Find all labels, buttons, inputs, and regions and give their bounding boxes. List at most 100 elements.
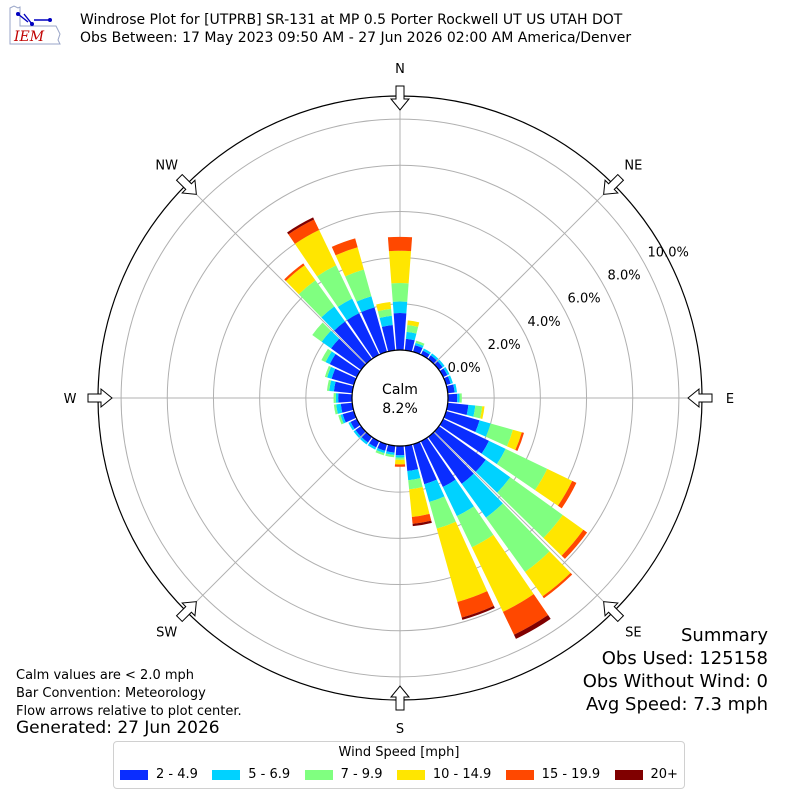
legend-swatch: [212, 769, 241, 780]
calm-value: 8.2%: [382, 401, 418, 417]
chart-subtitle: Obs Between: 17 May 2023 09:50 AM - 27 J…: [80, 30, 632, 46]
windrose-bar-segment: [407, 469, 421, 481]
windrose-bar-segment: [459, 393, 462, 403]
windrose-bar-segment: [414, 342, 424, 348]
note-bar-convention: Bar Convention: Meteorology: [16, 686, 206, 701]
windrose-bar-segment: [409, 487, 430, 517]
windrose-bar-segment: [461, 473, 503, 518]
windrose-bar-segment: [287, 217, 315, 235]
flow-arrow-icon: [687, 387, 713, 409]
windrose-bar-segment: [434, 361, 443, 370]
legend-swatch: [614, 769, 643, 780]
windrose-bar-segment: [446, 384, 455, 394]
windrose-bar-segment: [391, 283, 409, 302]
windrose-bar-segment: [439, 418, 490, 454]
windrose-bar-segment: [333, 381, 354, 394]
windrose-bar-segment: [457, 591, 494, 618]
legend-label: 7 - 9.9: [340, 767, 383, 782]
windrose-bar-segment: [348, 421, 355, 431]
legend-item: 5 - 6.9: [212, 767, 290, 782]
windrose-bar-segment: [412, 441, 437, 485]
flow-arrow-icon: [87, 387, 113, 409]
windrose-bar-segment: [361, 307, 388, 355]
windrose-bar-segment: [430, 353, 439, 361]
windrose-bar-segment: [408, 478, 423, 490]
windrose-bar-segment: [326, 379, 332, 391]
windrose-bar-segment: [453, 383, 457, 393]
radial-tick-label: 0.0%: [448, 361, 481, 376]
windrose-bar-segment: [485, 503, 550, 572]
windrose-bar-segment: [337, 298, 360, 321]
windrose-bar-segment: [420, 350, 430, 359]
windrose-bar-segment: [336, 403, 343, 414]
windrose-bar-segment: [346, 313, 380, 359]
windrose-bar-segment: [428, 432, 474, 484]
windrose-bar-segment: [377, 308, 392, 318]
windrose-bar-segment: [321, 348, 332, 363]
legend-title: Wind Speed [mph]: [338, 745, 460, 760]
windrose-bar-segment: [379, 315, 393, 327]
windrose-bar-segment: [481, 440, 506, 465]
windrose-bar-segment: [395, 455, 405, 458]
windrose-bar-segment: [386, 444, 396, 453]
windrose-bar-segment: [437, 359, 445, 368]
summary-obs-without-wind: Obs Without Wind: 0: [582, 671, 768, 692]
windrose-bar-segment: [385, 451, 395, 455]
windrose-bar-segment: [284, 263, 305, 282]
windrose-bar-segment: [342, 410, 357, 423]
summary-avg-speed: Avg Speed: 7.3 mph: [586, 694, 768, 715]
direction-label: NE: [624, 159, 642, 174]
windrose-bar-segment: [456, 506, 494, 548]
direction-label: S: [396, 722, 404, 737]
grid-spoke: [186, 184, 367, 365]
windrose-bar-segment: [420, 437, 456, 488]
windrose-bar-segment: [331, 338, 366, 370]
windrose-bar-segment: [442, 479, 474, 517]
windrose-bar-segment: [446, 402, 469, 415]
windrose-bar-segment: [506, 429, 522, 451]
windrose-bar-segment: [329, 354, 361, 378]
logo-text: IEM: [13, 29, 45, 45]
windrose-bar-segment: [285, 265, 316, 295]
windrose-bar-segment: [405, 331, 417, 341]
windrose-bar-segment: [331, 238, 358, 256]
direction-label: SW: [156, 625, 177, 640]
windrose-bar-segment: [439, 368, 448, 378]
windrose-bar-segment: [338, 393, 353, 403]
legend-items: 2 - 4.9 5 - 6.9 7 - 9.9 10 - 14.9 15 - 19.9 2…: [120, 767, 678, 782]
windrose-bar-segment: [525, 551, 571, 597]
notes-panel: Calm values are < 2.0 mph Bar Convention…: [16, 667, 242, 721]
windrose-bar-segment: [471, 534, 534, 612]
windrose-bar-segment: [333, 393, 337, 403]
windrose-bar-segment: [404, 444, 419, 472]
legend-label: 2 - 4.9: [156, 767, 198, 782]
note-flow-arrows: Flow arrows relative to plot center.: [16, 704, 242, 719]
windrose-bar-segment: [395, 459, 405, 465]
windrose-bar-segment: [329, 380, 336, 392]
radial-tick-label: 4.0%: [528, 315, 561, 330]
windrose-bar-segment: [367, 443, 377, 450]
windrose-bar-segment: [331, 368, 357, 386]
windrose-bar-segment: [327, 366, 336, 379]
windrose-bar-segment: [436, 521, 488, 603]
windrose-bar-segment: [385, 453, 395, 458]
windrose-bar-segment: [406, 324, 419, 334]
windrose-bar-segment: [411, 513, 432, 524]
windrose-bar-segment: [338, 414, 344, 425]
legend-label: 20+: [650, 767, 678, 782]
windrose-bar-segment: [312, 322, 331, 342]
windrose-bar-segment: [376, 301, 392, 312]
windrose-bar-segment: [457, 393, 460, 403]
flow-arrow-icon: [389, 85, 411, 111]
windrose-bar-segment: [466, 404, 476, 417]
windrose-bar-segment: [473, 405, 483, 419]
direction-label: SE: [625, 625, 641, 640]
windrose-bar-segment: [381, 324, 396, 352]
windrose-bar-segment: [429, 496, 456, 529]
windrose-bar-segment: [294, 229, 337, 277]
direction-label: N: [395, 62, 405, 77]
windrose-bar-segment: [288, 219, 320, 244]
windrose-bar-segment: [443, 376, 451, 386]
chart-title: Windrose Plot for [UTPRB] SR-131 at MP 0…: [80, 12, 623, 28]
